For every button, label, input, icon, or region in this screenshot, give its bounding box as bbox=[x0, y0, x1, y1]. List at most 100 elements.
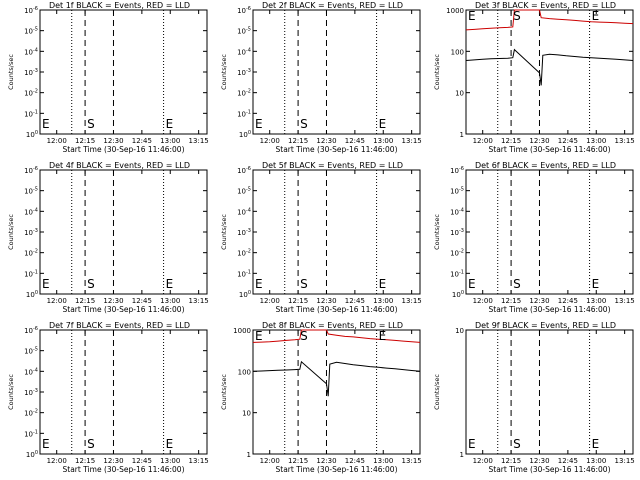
time-marker-e: E bbox=[468, 277, 476, 291]
time-marker-s: S bbox=[513, 437, 521, 451]
detector-panel-5: Det 5f BLACK = Events, RED = LLD 100 10-1 1… bbox=[220, 161, 422, 314]
y-axis-label: Counts/sec bbox=[220, 374, 228, 410]
time-marker-e: E bbox=[42, 437, 50, 451]
x-tick-label: 12:30 bbox=[316, 457, 336, 465]
y-tick-label: 10-3 bbox=[450, 228, 464, 237]
plot-frame bbox=[39, 169, 208, 295]
plot-frame bbox=[252, 329, 421, 455]
time-marker-e: E bbox=[468, 437, 476, 451]
y-tick-label: 10-3 bbox=[237, 68, 251, 77]
x-tick-label: 13:15 bbox=[615, 457, 635, 465]
y-axis-label: Counts/sec bbox=[7, 374, 15, 410]
detector-panel-3: Det 3f BLACK = Events, RED = LLD 1 10 100 10… bbox=[433, 1, 635, 154]
y-tick-label: 10-4 bbox=[237, 207, 251, 216]
x-tick-label: 12:30 bbox=[103, 457, 123, 465]
x-tick-label: 12:30 bbox=[529, 137, 549, 145]
x-tick-label: 13:00 bbox=[586, 137, 606, 145]
x-tick-label: 12:15 bbox=[288, 137, 308, 145]
x-tick-label: 13:00 bbox=[160, 297, 180, 305]
y-tick-label: 1000 bbox=[233, 327, 251, 335]
x-tick-label: 12:15 bbox=[75, 457, 95, 465]
time-marker-e: E bbox=[166, 117, 174, 131]
time-marker-s: S bbox=[87, 437, 95, 451]
detector-panel-7: Det 7f BLACK = Events, RED = LLD 100 10-1 1… bbox=[7, 321, 209, 474]
y-tick-label: 10-1 bbox=[450, 269, 464, 278]
time-marker-e: E bbox=[255, 117, 263, 131]
x-tick-label: 12:30 bbox=[103, 137, 123, 145]
time-marker-e: E bbox=[592, 277, 600, 291]
x-tick-label: 12:30 bbox=[103, 297, 123, 305]
y-tick-label: 10-6 bbox=[237, 6, 251, 15]
x-tick-label: 13:15 bbox=[189, 297, 209, 305]
detector-panel-2: Det 2f BLACK = Events, RED = LLD 100 10-1 1… bbox=[220, 1, 422, 154]
panel-title: Det 5f BLACK = Events, RED = LLD bbox=[262, 161, 403, 170]
x-tick-label: 13:15 bbox=[402, 457, 422, 465]
panel-title: Det 2f BLACK = Events, RED = LLD bbox=[262, 1, 403, 10]
y-tick-label: 1000 bbox=[446, 7, 464, 15]
panel-title: Det 8f BLACK = Events, RED = LLD bbox=[262, 321, 403, 330]
x-tick-label: 12:30 bbox=[529, 457, 549, 465]
y-tick-label: 10-6 bbox=[450, 166, 464, 175]
x-tick-label: 13:15 bbox=[615, 297, 635, 305]
events-series-line bbox=[465, 48, 634, 86]
x-tick-label: 12:15 bbox=[501, 457, 521, 465]
x-tick-label: 13:15 bbox=[189, 137, 209, 145]
x-tick-label: 13:15 bbox=[615, 137, 635, 145]
x-tick-label: 13:00 bbox=[160, 137, 180, 145]
x-tick-label: 12:00 bbox=[47, 457, 67, 465]
x-tick-label: 12:45 bbox=[132, 297, 152, 305]
y-tick-label: 100 bbox=[239, 290, 251, 299]
y-tick-label: 100 bbox=[26, 290, 38, 299]
detector-panel-8: Det 8f BLACK = Events, RED = LLD 1 10 100 10… bbox=[220, 321, 422, 474]
x-tick-label: 12:45 bbox=[558, 137, 578, 145]
y-tick-label: 10-1 bbox=[24, 109, 38, 118]
y-tick-label: 10-4 bbox=[24, 367, 38, 376]
y-tick-label: 10-5 bbox=[237, 27, 251, 36]
y-tick-label: 10-3 bbox=[24, 388, 38, 397]
x-tick-label: 12:45 bbox=[345, 297, 365, 305]
panel-title: Det 9f BLACK = Events, RED = LLD bbox=[475, 321, 616, 330]
plot-frame bbox=[39, 9, 208, 135]
x-axis-label: Start Time (30-Sep-16 11:46:00) bbox=[63, 465, 185, 474]
y-tick-label: 10-1 bbox=[237, 269, 251, 278]
plot-frame bbox=[465, 169, 634, 295]
time-marker-s: S bbox=[513, 277, 521, 291]
y-tick-label: 10-6 bbox=[24, 166, 38, 175]
panel-title: Det 1f BLACK = Events, RED = LLD bbox=[49, 1, 190, 10]
x-tick-label: 13:00 bbox=[160, 457, 180, 465]
x-tick-label: 12:30 bbox=[316, 137, 336, 145]
x-tick-label: 12:00 bbox=[47, 297, 67, 305]
x-tick-label: 12:45 bbox=[132, 137, 152, 145]
panel-title: Det 3f BLACK = Events, RED = LLD bbox=[475, 1, 616, 10]
time-marker-e: E bbox=[42, 277, 50, 291]
y-axis-label: Counts/sec bbox=[433, 214, 441, 250]
plot-frame bbox=[465, 329, 634, 455]
time-marker-s: S bbox=[300, 117, 308, 131]
y-tick-label: 10-4 bbox=[450, 207, 464, 216]
y-tick-label: 10-3 bbox=[237, 228, 251, 237]
y-tick-label: 100 bbox=[238, 368, 251, 376]
y-tick-label: 1 bbox=[247, 451, 251, 459]
x-tick-label: 12:15 bbox=[75, 297, 95, 305]
time-marker-e: E bbox=[379, 277, 387, 291]
events-series-line bbox=[252, 360, 421, 397]
plot-frame bbox=[252, 169, 421, 295]
x-tick-label: 12:00 bbox=[473, 297, 493, 305]
x-axis-label: Start Time (30-Sep-16 11:46:00) bbox=[276, 145, 398, 154]
x-tick-label: 12:15 bbox=[501, 297, 521, 305]
y-axis-label: Counts/sec bbox=[7, 54, 15, 90]
y-tick-label: 10-2 bbox=[450, 249, 464, 258]
detector-panel-1: Det 1f BLACK = Events, RED = LLD 100 10-1 1… bbox=[7, 1, 209, 154]
time-marker-e: E bbox=[255, 277, 263, 291]
x-tick-label: 12:00 bbox=[473, 457, 493, 465]
y-tick-label: 1 bbox=[460, 131, 464, 139]
y-tick-label: 10-2 bbox=[24, 409, 38, 418]
lld-series-line bbox=[465, 9, 634, 31]
y-tick-label: 10-1 bbox=[24, 429, 38, 438]
y-tick-label: 10-5 bbox=[24, 347, 38, 356]
x-tick-label: 12:00 bbox=[260, 297, 280, 305]
time-marker-e: E bbox=[592, 9, 600, 23]
time-marker-s: S bbox=[513, 9, 521, 23]
y-axis-label: Counts/sec bbox=[433, 54, 441, 90]
